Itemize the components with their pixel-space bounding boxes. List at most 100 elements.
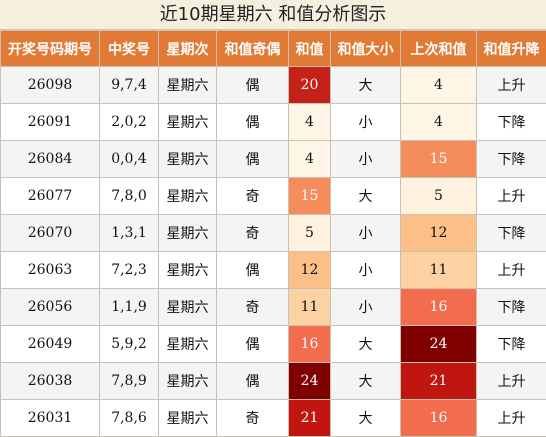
issue-cell: 26098 (1, 67, 100, 104)
issue-cell: 26063 (1, 252, 100, 289)
size-cell: 小 (331, 289, 401, 326)
weekday-cell: 星期六 (159, 289, 217, 326)
trend-cell: 下降 (477, 215, 546, 252)
parity-cell: 奇 (217, 289, 289, 326)
prev-sum-cell: 21 (401, 363, 477, 400)
issue-cell: 26070 (1, 215, 100, 252)
trend-cell: 下降 (477, 326, 546, 363)
sum-cell: 4 (289, 104, 331, 141)
sum-cell: 15 (289, 178, 331, 215)
numbers-cell: 5,9,2 (100, 326, 159, 363)
header-weekday: 星期次 (159, 31, 217, 67)
trend-cell: 上升 (477, 178, 546, 215)
prev-sum-cell: 24 (401, 326, 477, 363)
prev-sum-cell: 11 (401, 252, 477, 289)
trend-cell: 上升 (477, 400, 546, 437)
size-cell: 小 (331, 141, 401, 178)
parity-cell: 偶 (217, 141, 289, 178)
numbers-cell: 9,7,4 (100, 67, 159, 104)
size-cell: 小 (331, 252, 401, 289)
weekday-cell: 星期六 (159, 400, 217, 437)
issue-cell: 26077 (1, 178, 100, 215)
size-cell: 小 (331, 215, 401, 252)
size-cell: 大 (331, 363, 401, 400)
prev-sum-cell: 15 (401, 141, 477, 178)
parity-cell: 奇 (217, 215, 289, 252)
size-cell: 小 (331, 104, 401, 141)
numbers-cell: 7,8,0 (100, 178, 159, 215)
numbers-cell: 2,0,2 (100, 104, 159, 141)
prev-sum-cell: 16 (401, 400, 477, 437)
issue-cell: 26049 (1, 326, 100, 363)
header-numbers: 中奖号 (100, 31, 159, 67)
trend-cell: 下降 (477, 141, 546, 178)
table-header-row: 开奖号码期号 中奖号 星期次 和值奇偶 和值 和值大小 上次和值 和值升降 (1, 31, 546, 67)
size-cell: 大 (331, 67, 401, 104)
issue-cell: 26084 (1, 141, 100, 178)
size-cell: 大 (331, 400, 401, 437)
sum-cell: 4 (289, 141, 331, 178)
weekday-cell: 星期六 (159, 104, 217, 141)
sum-cell: 20 (289, 67, 331, 104)
weekday-cell: 星期六 (159, 326, 217, 363)
sum-cell: 21 (289, 400, 331, 437)
weekday-cell: 星期六 (159, 67, 217, 104)
issue-cell: 26091 (1, 104, 100, 141)
trend-cell: 下降 (477, 289, 546, 326)
header-sum: 和值 (289, 31, 331, 67)
numbers-cell: 7,2,3 (100, 252, 159, 289)
numbers-cell: 7,8,9 (100, 363, 159, 400)
weekday-cell: 星期六 (159, 178, 217, 215)
parity-cell: 奇 (217, 178, 289, 215)
header-trend: 和值升降 (477, 31, 546, 67)
header-parity: 和值奇偶 (217, 31, 289, 67)
parity-cell: 偶 (217, 104, 289, 141)
sum-cell: 16 (289, 326, 331, 363)
sum-cell: 11 (289, 289, 331, 326)
prev-sum-cell: 12 (401, 215, 477, 252)
numbers-cell: 0,0,4 (100, 141, 159, 178)
header-issue: 开奖号码期号 (1, 31, 100, 67)
size-cell: 大 (331, 178, 401, 215)
trend-cell: 上升 (477, 252, 546, 289)
issue-cell: 26031 (1, 400, 100, 437)
numbers-cell: 1,1,9 (100, 289, 159, 326)
prev-sum-cell: 4 (401, 104, 477, 141)
trend-cell: 下降 (477, 104, 546, 141)
parity-cell: 偶 (217, 67, 289, 104)
parity-cell: 偶 (217, 252, 289, 289)
prev-sum-cell: 16 (401, 289, 477, 326)
parity-cell: 偶 (217, 326, 289, 363)
header-prev-sum: 上次和值 (401, 31, 477, 67)
weekday-cell: 星期六 (159, 363, 217, 400)
weekday-cell: 星期六 (159, 215, 217, 252)
trend-cell: 上升 (477, 67, 546, 104)
size-cell: 大 (331, 326, 401, 363)
parity-cell: 奇 (217, 400, 289, 437)
trend-cell: 上升 (477, 363, 546, 400)
header-size: 和值大小 (331, 31, 401, 67)
issue-cell: 26038 (1, 363, 100, 400)
numbers-cell: 7,8,6 (100, 400, 159, 437)
prev-sum-cell: 5 (401, 178, 477, 215)
weekday-cell: 星期六 (159, 141, 217, 178)
panel-title: 近10期星期六 和值分析图示 (0, 0, 546, 30)
numbers-cell: 1,3,1 (100, 215, 159, 252)
weekday-cell: 星期六 (159, 252, 217, 289)
sum-cell: 24 (289, 363, 331, 400)
sum-analysis-table: 开奖号码期号 中奖号 星期次 和值奇偶 和值 和值大小 上次和值 和值升降 26… (0, 30, 546, 437)
parity-cell: 偶 (217, 363, 289, 400)
sum-cell: 5 (289, 215, 331, 252)
prev-sum-cell: 4 (401, 67, 477, 104)
